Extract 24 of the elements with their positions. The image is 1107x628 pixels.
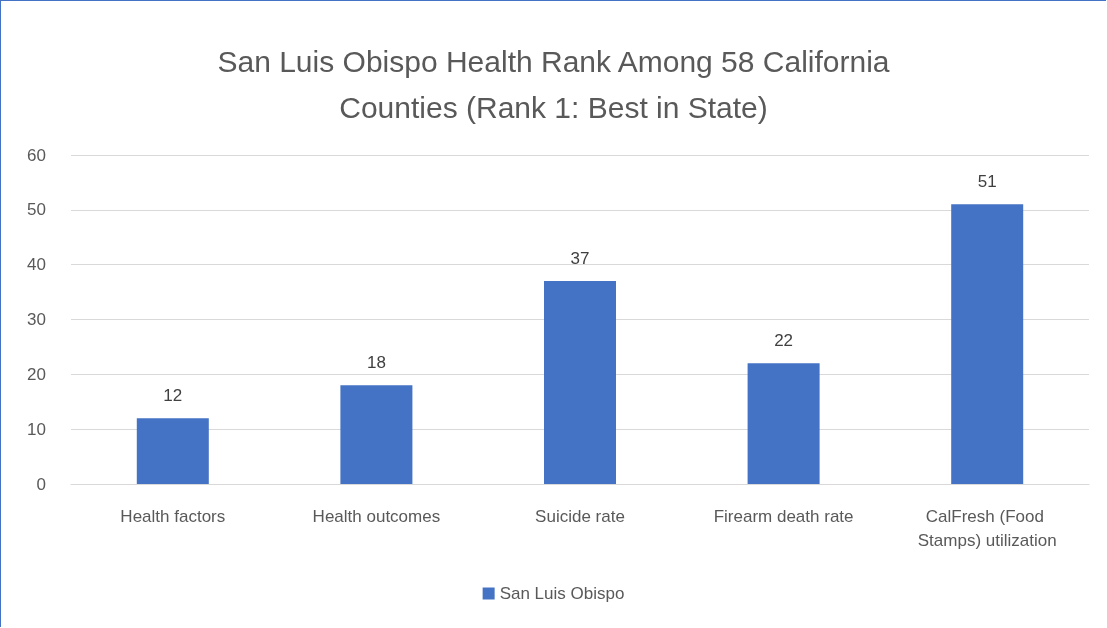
data-label: 51 [977, 172, 997, 192]
y-tick-label: 50 [27, 200, 46, 220]
y-tick-label: 60 [27, 145, 46, 165]
bar [136, 418, 209, 484]
data-label: 22 [774, 331, 794, 351]
data-label: 37 [570, 249, 590, 269]
bar [544, 281, 616, 484]
bar [747, 363, 820, 484]
x-tick-label: CalFresh (Food Stamps) utilization [917, 506, 1057, 550]
bar [951, 204, 1024, 484]
y-tick-label: 20 [27, 364, 46, 384]
y-tick-label: 0 [36, 474, 46, 494]
y-tick-label: 30 [27, 310, 46, 329]
x-tick-label: Firearm death rate [713, 506, 854, 526]
x-tick-label: Suicide rate [535, 506, 625, 526]
y-tick-label: 40 [27, 255, 46, 275]
data-label: 18 [366, 353, 386, 373]
x-tick-label: Health factors [120, 506, 226, 526]
data-label: 12 [163, 386, 183, 406]
y-tick-label: 10 [27, 419, 46, 439]
x-tick-label: Health outcomes [312, 506, 441, 526]
chart-title: San Luis Obispo Health Rank Among 58 California Counties (Rank 1: Best in State) [217, 44, 890, 124]
legend-label: San Luis Obispo [499, 584, 625, 603]
bar [340, 385, 413, 484]
